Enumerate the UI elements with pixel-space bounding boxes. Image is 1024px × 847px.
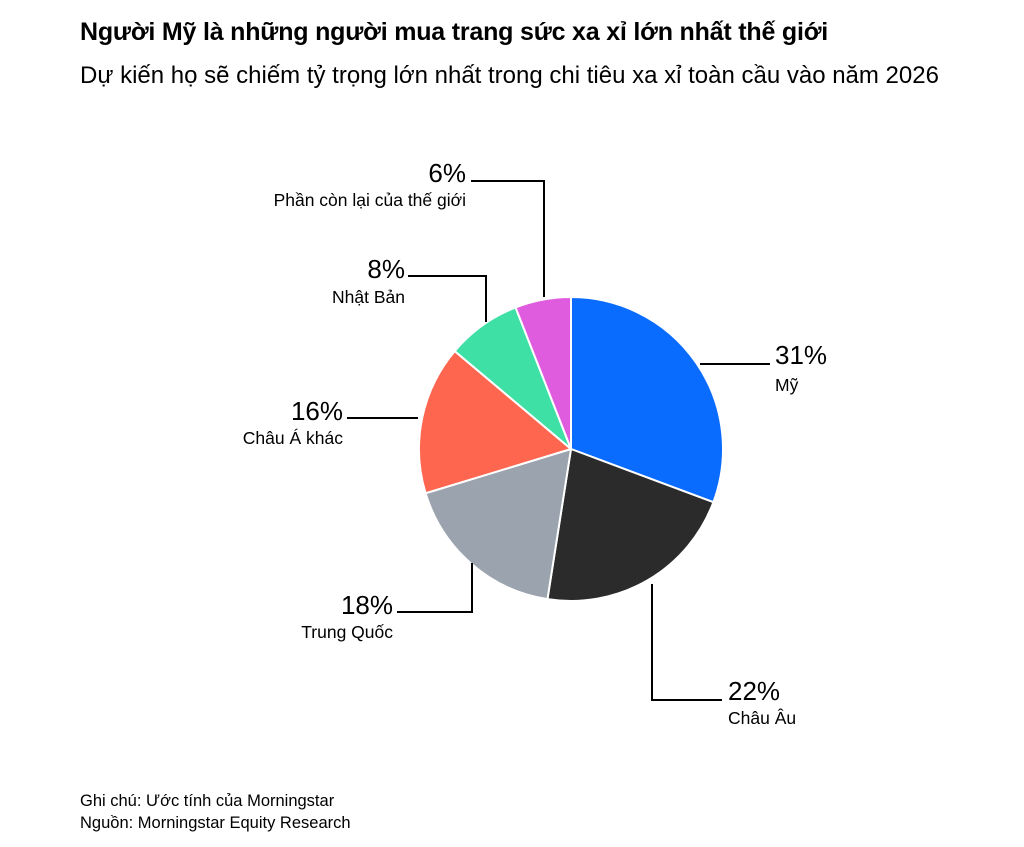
slice-percent-label-3: 16%	[291, 396, 343, 426]
slice-percent-label-4: 8%	[367, 254, 405, 284]
leader-line-5	[471, 180, 545, 297]
chart-title: Người Mỹ là những người mua trang sức xa…	[80, 18, 829, 46]
leader-line-2	[397, 563, 473, 613]
slice-percent-label-5: 6%	[428, 158, 466, 188]
slice-category-label-3: Châu Á khác	[243, 428, 343, 448]
footer-note: Ghi chú: Ước tính của Morningstar	[80, 792, 335, 810]
pie-slice-3	[418, 350, 572, 495]
chart-subtitle: Dự kiến họ sẽ chiếm tỷ trọng lớn nhất tr…	[80, 62, 939, 89]
slice-category-label-4: Nhật Bản	[332, 287, 405, 307]
pie-slice-5	[514, 296, 572, 450]
leader-line-4	[408, 275, 487, 322]
slice-category-label-0: Mỹ	[775, 375, 799, 395]
footer-source: Nguồn: Morningstar Equity Research	[80, 814, 351, 832]
footer: Ghi chú: Ước tính của Morningstar Nguồn:…	[80, 790, 351, 834]
slice-category-label-1: Châu Âu	[728, 708, 796, 728]
pie-slice-0	[570, 296, 724, 504]
slice-percent-label-0: 31%	[775, 340, 827, 370]
pie-slice-1	[546, 448, 715, 602]
slice-category-label-5: Phần còn lại của thế giới	[274, 190, 466, 210]
slice-category-label-2: Trung Quốc	[301, 622, 393, 642]
slice-percent-label-1: 22%	[728, 676, 780, 706]
slice-percent-label-2: 18%	[341, 590, 393, 620]
leader-line-1	[651, 584, 722, 701]
